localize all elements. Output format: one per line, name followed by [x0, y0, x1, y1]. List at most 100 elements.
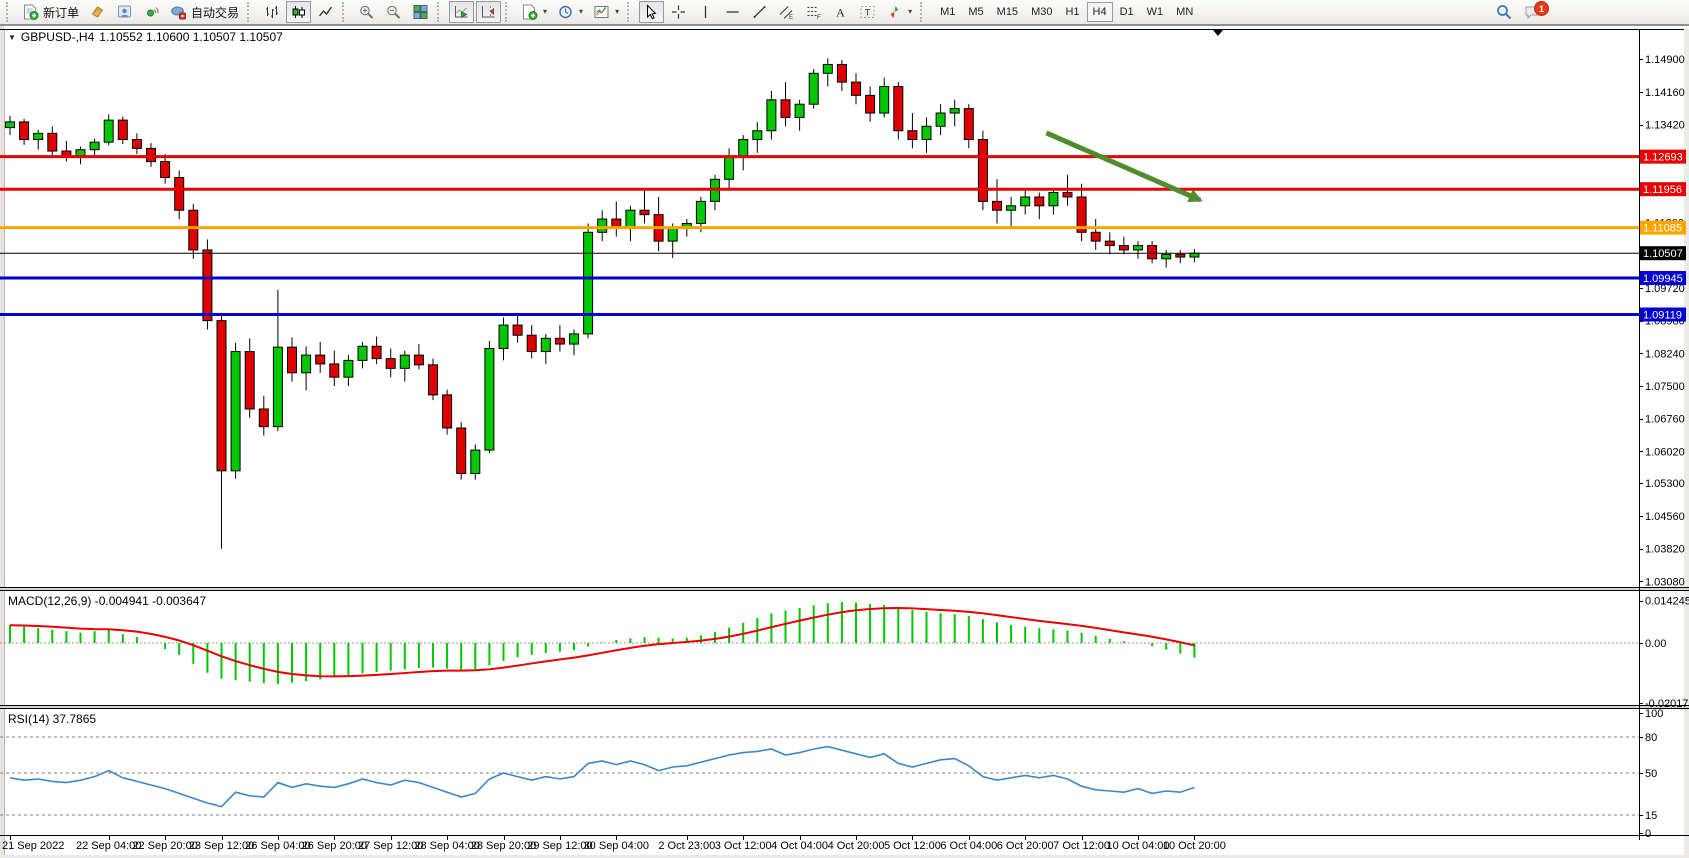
cursor-icon	[643, 4, 660, 20]
new-chart-button[interactable]: ▾	[517, 1, 551, 23]
chart-symbol-period: GBPUSD-,H4	[20, 30, 95, 44]
svg-text:0.014245: 0.014245	[1645, 596, 1689, 608]
svg-text:1.11956: 1.11956	[1643, 184, 1682, 196]
chart-canvas[interactable]: 1.149001.141601.134201.112001.097201.089…	[0, 26, 1689, 858]
rsi-axis: 100 80 50 15 0	[1639, 708, 1663, 840]
svg-text:23 Sep 12:00: 23 Sep 12:00	[189, 840, 254, 852]
auto-scroll-icon	[453, 4, 470, 20]
zoom-out-button[interactable]	[381, 1, 406, 23]
toolbar-grip[interactable]	[920, 2, 926, 22]
svg-text:26 Sep 04:00: 26 Sep 04:00	[245, 840, 310, 852]
arrows-icon	[886, 4, 903, 20]
timeframe-button-H1[interactable]: H1	[1059, 2, 1085, 22]
trendline-icon	[751, 4, 768, 20]
horizontal-line-icon	[724, 4, 741, 20]
line-chart-icon	[317, 4, 334, 20]
arrows-button[interactable]: ▾	[882, 1, 916, 23]
toolbar-grip[interactable]	[6, 2, 12, 22]
search-button[interactable]	[1491, 1, 1517, 23]
price-axis: 1.149001.141601.134201.112001.097201.089…	[1639, 54, 1685, 588]
timeframe-button-M1[interactable]: M1	[934, 2, 961, 22]
trendline-button[interactable]	[747, 1, 772, 23]
chart-ohlc-values: 1.10552 1.10600 1.10507 1.10507	[99, 30, 283, 44]
templates-button[interactable]: ▾	[589, 1, 623, 23]
fibonacci-icon: F	[805, 4, 822, 20]
autotrading-button[interactable]: 自动交易	[166, 1, 243, 23]
rsi-indicator-label: RSI(14) 37.7865	[8, 712, 97, 726]
svg-text:1.13420: 1.13420	[1645, 120, 1685, 132]
timeframe-button-MN[interactable]: MN	[1170, 2, 1199, 22]
new-chart-icon	[521, 4, 538, 20]
cursor-button[interactable]	[639, 1, 665, 23]
toolbar-grip[interactable]	[505, 2, 511, 22]
macd-indicator-label: MACD(12,26,9) -0.004941 -0.003647	[8, 594, 207, 608]
periods-button[interactable]: ▾	[553, 1, 587, 23]
candlestick-chart-icon	[290, 4, 307, 20]
auto-scroll-button[interactable]	[449, 1, 475, 23]
equidistant-channel-button[interactable]: E	[774, 1, 799, 23]
caret-down-icon: ▾	[543, 7, 548, 16]
candles-layer[interactable]	[5, 58, 1200, 549]
text-label-button[interactable]: T	[855, 1, 880, 23]
timeframe-button-M30[interactable]: M30	[1025, 2, 1058, 22]
svg-text:1.09720: 1.09720	[1645, 283, 1685, 295]
chart-shift-marker[interactable]	[1213, 30, 1223, 36]
price-badges: 1.12693 1.11956 1.11085 1.10507 1.09945 1.091…	[1640, 149, 1686, 322]
line-chart-button[interactable]	[313, 1, 338, 23]
svg-text:T: T	[865, 8, 871, 18]
vertical-line-icon	[697, 4, 714, 20]
candlestick-chart-button[interactable]	[286, 1, 312, 23]
svg-text:1.03080: 1.03080	[1645, 576, 1685, 588]
timeframe-button-M5[interactable]: M5	[962, 2, 989, 22]
svg-text:1.11085: 1.11085	[1643, 223, 1682, 235]
svg-text:0.00: 0.00	[1645, 638, 1666, 650]
toolbar-grip[interactable]	[342, 2, 348, 22]
chart-title: ▼ GBPUSD-,H4 1.10552 1.10600 1.10507 1.1…	[8, 30, 283, 44]
market-watch-icon	[89, 4, 106, 20]
signals-button[interactable]	[139, 1, 164, 23]
svg-text:1.06760: 1.06760	[1645, 414, 1685, 426]
level-lines[interactable]	[0, 155, 1639, 317]
zoom-in-button[interactable]	[354, 1, 379, 23]
profile-button[interactable]	[112, 1, 137, 23]
new-order-label: 新订单	[43, 5, 80, 20]
tile-windows-button[interactable]	[408, 1, 433, 23]
toolbar-grip[interactable]	[247, 2, 253, 22]
vertical-line-button[interactable]	[693, 1, 718, 23]
chart-dropdown-icon[interactable]: ▼	[8, 32, 16, 42]
notifications-button[interactable]: 1	[1519, 1, 1549, 23]
svg-text:2 Oct 23:00: 2 Oct 23:00	[658, 840, 715, 852]
horizontal-line-button[interactable]	[720, 1, 745, 23]
market-watch-button[interactable]	[85, 1, 110, 23]
svg-text:F: F	[817, 15, 821, 20]
template-chart-icon	[593, 4, 610, 20]
svg-text:7 Oct 12:00: 7 Oct 12:00	[1053, 840, 1110, 852]
fibonacci-button[interactable]: F	[801, 1, 826, 23]
bar-chart-button[interactable]	[259, 1, 284, 23]
chart-shift-button[interactable]	[476, 1, 502, 23]
toolbar-grip[interactable]	[437, 2, 443, 22]
timeframe-button-D1[interactable]: D1	[1114, 2, 1140, 22]
timeframe-button-W1[interactable]: W1	[1141, 2, 1170, 22]
trend-arrow[interactable]	[1045, 130, 1203, 203]
new-order-button[interactable]: 新订单	[18, 1, 83, 23]
svg-text:1.04560: 1.04560	[1645, 511, 1685, 523]
rsi-panel[interactable]	[0, 736, 1639, 816]
timeframe-button-H4[interactable]: H4	[1086, 2, 1113, 22]
svg-text:50: 50	[1645, 768, 1657, 780]
macd-panel[interactable]	[0, 602, 1639, 685]
svg-text:100: 100	[1645, 708, 1663, 720]
svg-text:30 Sep 04:00: 30 Sep 04:00	[584, 840, 649, 852]
svg-text:0: 0	[1645, 828, 1651, 840]
svg-text:1.12693: 1.12693	[1643, 152, 1683, 164]
text-button[interactable]: A	[828, 1, 853, 23]
timeframe-toolbar: M1 M5 M15 M30 H1 H4 D1 W1 MN	[934, 2, 1199, 22]
crosshair-button[interactable]	[666, 1, 691, 23]
timeframe-button-M15[interactable]: M15	[991, 2, 1024, 22]
svg-text:10 Oct 04:00: 10 Oct 04:00	[1107, 840, 1170, 852]
caret-down-icon: ▾	[615, 7, 620, 16]
svg-text:E: E	[789, 15, 793, 20]
svg-text:22 Sep 04:00: 22 Sep 04:00	[76, 840, 141, 852]
toolbar-grip[interactable]	[627, 2, 633, 22]
